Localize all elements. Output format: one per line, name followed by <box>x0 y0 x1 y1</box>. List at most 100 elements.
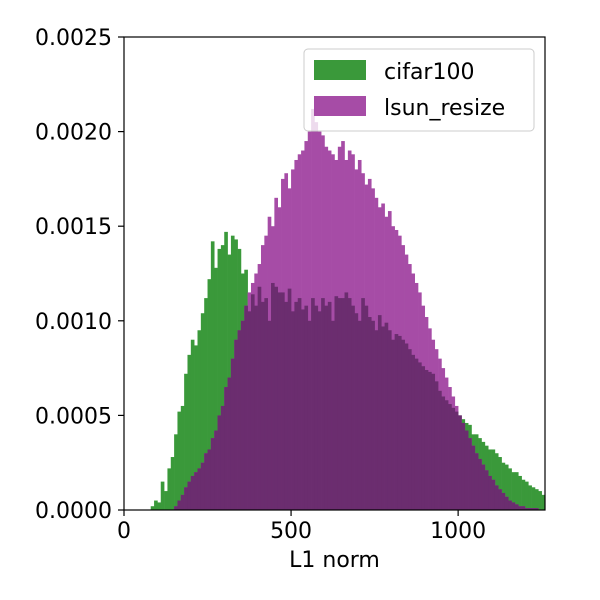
bar-overlap <box>351 305 355 510</box>
y-axis: 0.0000 0.0005 0.0010 0.0015 0.0020 0.0025 <box>35 26 124 524</box>
legend-label-lsun-resize: lsun_resize <box>384 96 505 121</box>
bar-cifar100 <box>154 500 158 510</box>
bar-overlap <box>207 449 212 510</box>
bar-overlap <box>374 330 379 510</box>
bar-overlap <box>411 354 415 510</box>
bar-overlap <box>281 292 285 510</box>
bar-cifar100 <box>184 373 188 510</box>
bar-overlap <box>458 415 462 510</box>
bar-overlap <box>194 472 198 510</box>
bar-overlap <box>408 349 412 510</box>
bar-overlap <box>177 500 182 510</box>
x-tick-label: 1000 <box>430 519 486 544</box>
bar-overlap <box>394 334 399 510</box>
bar-overlap <box>237 330 242 510</box>
bar-overlap <box>424 369 429 510</box>
bar-overlap <box>391 339 395 510</box>
bar-overlap <box>421 366 426 510</box>
x-axis-title: L1 norm <box>289 548 380 573</box>
bar-cifar100 <box>220 245 225 510</box>
bar-overlap <box>381 326 385 510</box>
bar-overlap <box>444 400 449 510</box>
y-tick-label: 0.0020 <box>35 121 112 146</box>
bar-overlap <box>337 298 342 510</box>
bar-overlap <box>254 305 258 510</box>
bar-cifar100 <box>207 279 212 510</box>
bar-cifar100 <box>217 248 222 511</box>
bar-overlap <box>441 396 446 510</box>
bar-overlap <box>227 377 232 510</box>
bar-overlap <box>187 481 192 510</box>
bar-overlap <box>311 298 315 510</box>
bar-overlap <box>197 468 202 510</box>
bar-cifar100 <box>200 313 205 510</box>
bar-overlap <box>498 489 502 510</box>
bar-overlap <box>478 458 482 510</box>
bar-overlap <box>471 445 476 510</box>
x-tick-label: 500 <box>270 519 312 544</box>
bar-overlap <box>327 301 332 510</box>
bar-overlap <box>287 288 292 510</box>
bar-cifar100 <box>524 481 529 510</box>
y-tick-label: 0.0000 <box>35 499 112 524</box>
bar-overlap <box>488 475 492 510</box>
bar-overlap <box>397 335 402 510</box>
bar-cifar100 <box>157 502 162 510</box>
bar-overlap <box>324 305 329 510</box>
bar-overlap <box>491 479 496 510</box>
bar-cifar100 <box>190 339 195 510</box>
y-tick-label: 0.0015 <box>35 215 112 240</box>
bar-cifar100 <box>187 354 192 510</box>
bar-overlap <box>474 453 479 510</box>
bar-overlap <box>240 320 245 510</box>
bar-overlap <box>484 470 489 510</box>
bar-overlap <box>344 292 349 510</box>
bar-overlap <box>277 292 282 510</box>
bar-overlap <box>448 404 452 510</box>
bar-overlap <box>291 311 295 510</box>
bar-cifar100 <box>180 405 185 510</box>
bar-overlap <box>267 320 272 510</box>
bar-overlap <box>384 322 389 510</box>
bar-cifar100 <box>177 411 182 510</box>
bar-overlap <box>347 298 352 510</box>
bar-cifar100 <box>160 481 165 510</box>
bar-overlap <box>511 502 516 510</box>
bar-overlap <box>414 358 419 510</box>
bar-overlap <box>464 430 469 510</box>
bar-cifar100 <box>538 491 542 510</box>
bar-overlap <box>521 506 526 510</box>
bar-overlap <box>468 438 472 510</box>
x-tick-label: 0 <box>117 519 131 544</box>
y-tick-label: 0.0025 <box>35 26 112 51</box>
bar-overlap <box>250 294 255 510</box>
legend-swatch-lsun-resize <box>314 96 366 116</box>
bar-overlap <box>244 305 248 510</box>
bar-overlap <box>434 381 439 510</box>
bar-overlap <box>454 411 459 510</box>
bar-overlap <box>217 415 222 510</box>
bar-overlap <box>317 311 322 510</box>
bar-overlap <box>534 508 539 510</box>
legend-label-cifar100: cifar100 <box>384 60 474 85</box>
bar-overlap <box>404 343 409 510</box>
bar-overlap <box>364 305 369 510</box>
bar-overlap <box>514 504 519 510</box>
bar-overlap <box>331 320 335 510</box>
bar-overlap <box>264 298 268 510</box>
bar-cifar100 <box>174 434 178 510</box>
bar-overlap <box>361 298 365 510</box>
legend-swatch-cifar100 <box>314 60 366 80</box>
bar-cifar100 <box>170 457 175 510</box>
bar-overlap <box>230 358 235 510</box>
bar-overlap <box>367 317 372 510</box>
bar-overlap <box>257 286 262 510</box>
bar-overlap <box>494 485 499 510</box>
bar-cifar100 <box>224 231 228 510</box>
bar-overlap <box>301 309 305 510</box>
bar-overlap <box>357 320 362 510</box>
bar-overlap <box>314 305 319 510</box>
bar-overlap <box>524 508 529 510</box>
bar-overlap <box>508 500 512 510</box>
bar-cifar100 <box>494 453 499 510</box>
